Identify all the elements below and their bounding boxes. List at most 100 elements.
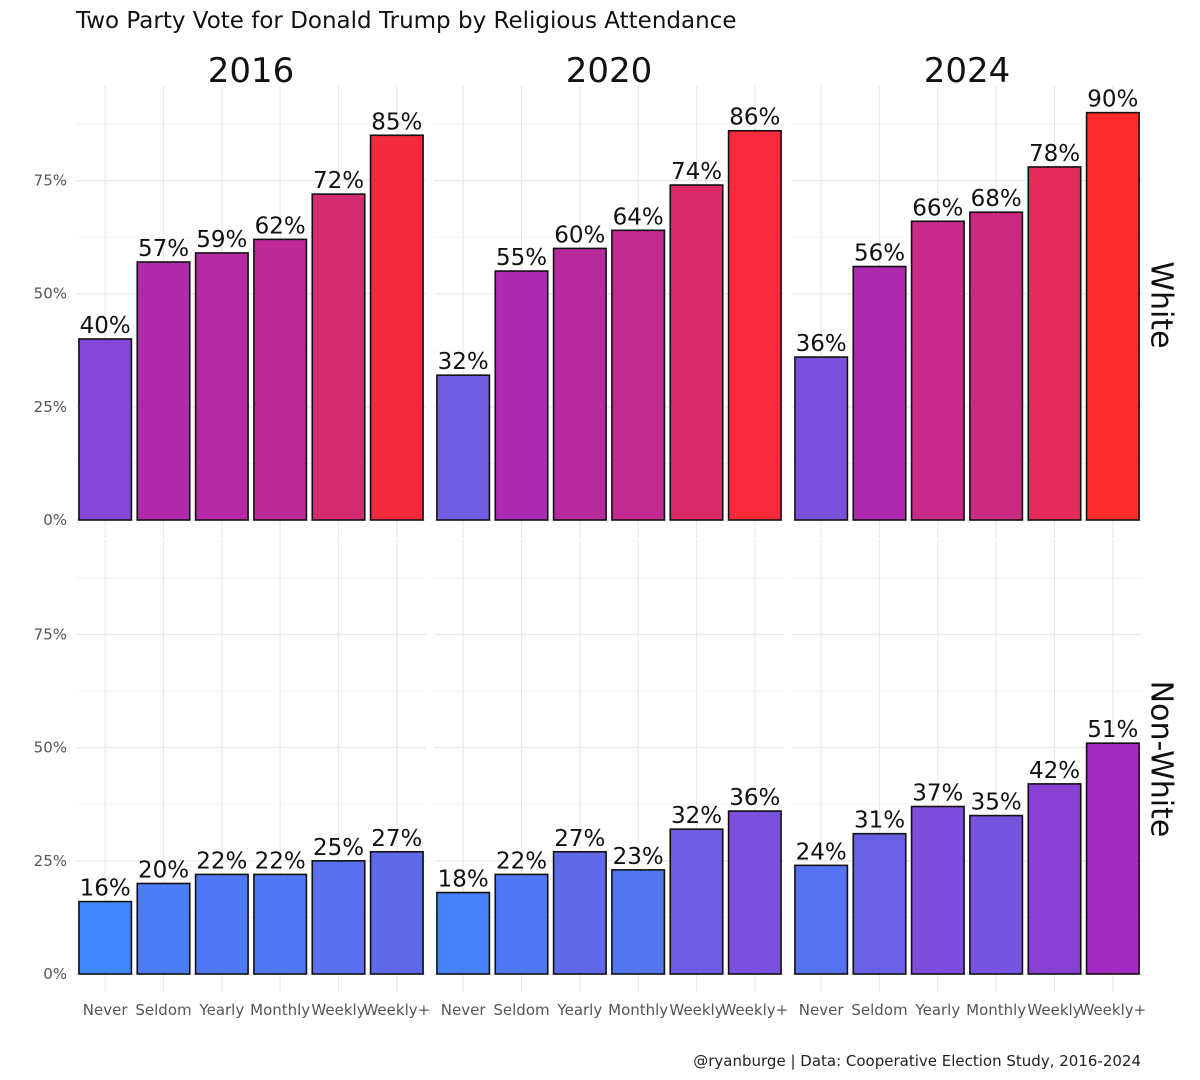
bar [552, 850, 607, 975]
x-tick-label: Weekly [311, 1001, 365, 1019]
bar [852, 265, 907, 521]
data-label: 86% [729, 105, 780, 131]
bar [253, 873, 308, 975]
bar [910, 805, 965, 975]
data-label: 31% [854, 808, 905, 834]
bar [311, 193, 366, 521]
bar [136, 882, 191, 975]
bar [1027, 166, 1082, 521]
data-label: 27% [554, 826, 605, 852]
bar [611, 869, 666, 975]
data-label: 25% [313, 835, 364, 861]
bar [194, 873, 249, 975]
facet-strips: 2016 2020 2024 White Non-White [208, 51, 1179, 837]
bar [669, 184, 724, 521]
data-label: 36% [796, 331, 847, 357]
data-label: 40% [80, 313, 131, 339]
chart-title: Two Party Vote for Donald Trump by Relig… [75, 8, 736, 34]
x-tick-label: Weekly [669, 1001, 723, 1019]
data-label: 22% [255, 848, 306, 874]
bar [910, 220, 965, 521]
bar [369, 850, 424, 975]
bar [727, 810, 782, 975]
y-tick-label: 50% [34, 285, 67, 303]
data-label: 24% [796, 839, 847, 865]
x-tick-label: Monthly [966, 1001, 1026, 1019]
bar [727, 129, 782, 521]
y-tick-label: 75% [34, 626, 67, 644]
data-label: 32% [671, 803, 722, 829]
bar [194, 252, 249, 521]
bar [136, 261, 191, 521]
data-label: 20% [138, 857, 189, 883]
data-label: 22% [196, 848, 247, 874]
axis-labels: 0% 25% 50% 75% 0% 25% 50% 75% Never Seldom Yearly M… [34, 172, 1147, 1019]
bar [369, 134, 424, 521]
x-tick-label: Never [83, 1001, 129, 1019]
y-tick-label: 0% [43, 511, 67, 529]
x-tick-label: Weekly+ [721, 1001, 788, 1019]
data-label: 32% [438, 349, 489, 375]
facet-row-label: White [1144, 261, 1179, 348]
bar [1085, 111, 1140, 521]
data-label: 66% [912, 195, 963, 221]
x-tick-label: Yearly [914, 1001, 960, 1019]
x-tick-label: Yearly [556, 1001, 602, 1019]
bar [78, 900, 133, 975]
y-tick-label: 75% [34, 172, 67, 190]
bar [969, 211, 1024, 521]
x-tick-label: Seldom [135, 1001, 191, 1019]
data-label: 35% [971, 790, 1022, 816]
bar [552, 247, 607, 521]
bar [494, 873, 549, 975]
y-tick-label: 25% [34, 398, 67, 416]
bar [436, 891, 491, 975]
bar [794, 864, 849, 975]
x-tick-label: Weekly [1027, 1001, 1081, 1019]
bar [436, 374, 491, 521]
bar [1027, 783, 1082, 975]
data-label: 16% [80, 876, 131, 902]
bar [253, 238, 308, 521]
data-label: 78% [1029, 141, 1080, 167]
chart-caption: @ryanburge | Data: Cooperative Election … [693, 1052, 1141, 1070]
data-label: 64% [613, 204, 664, 230]
y-tick-label: 50% [34, 739, 67, 757]
data-label: 90% [1087, 87, 1138, 113]
facet-column-label: 2024 [924, 51, 1011, 91]
y-tick-label: 25% [34, 852, 67, 870]
data-label: 22% [496, 848, 547, 874]
bar [969, 814, 1024, 975]
bar [852, 832, 907, 975]
data-label: 57% [138, 236, 189, 262]
data-label: 60% [554, 222, 605, 248]
bar [794, 356, 849, 521]
data-label: 68% [971, 186, 1022, 212]
data-label: 62% [255, 213, 306, 239]
data-label: 37% [912, 781, 963, 807]
data-label: 42% [1029, 758, 1080, 784]
data-label: 56% [854, 241, 905, 267]
x-tick-label: Monthly [250, 1001, 310, 1019]
x-tick-label: Never [799, 1001, 845, 1019]
bar [611, 229, 666, 521]
x-tick-label: Seldom [851, 1001, 907, 1019]
data-label: 59% [196, 227, 247, 253]
x-tick-label: Yearly [198, 1001, 244, 1019]
x-tick-label: Weekly+ [363, 1001, 430, 1019]
data-label: 51% [1087, 717, 1138, 743]
facet-column-label: 2020 [566, 51, 653, 91]
bar [78, 338, 133, 521]
data-label: 23% [613, 844, 664, 870]
facet-column-label: 2016 [208, 51, 295, 91]
x-tick-label: Seldom [493, 1001, 549, 1019]
facet-row-label: Non-White [1144, 681, 1179, 838]
value-labels: 40% 57% 59% 62% 72% 85% 32% 55% 60% 64% 74% 86% 36% 5… [80, 87, 1139, 902]
data-label: 36% [729, 785, 780, 811]
data-label: 74% [671, 159, 722, 185]
x-tick-label: Monthly [608, 1001, 668, 1019]
bar [669, 828, 724, 975]
y-tick-label: 0% [43, 965, 67, 983]
data-label: 18% [438, 867, 489, 893]
x-tick-label: Weekly+ [1079, 1001, 1146, 1019]
